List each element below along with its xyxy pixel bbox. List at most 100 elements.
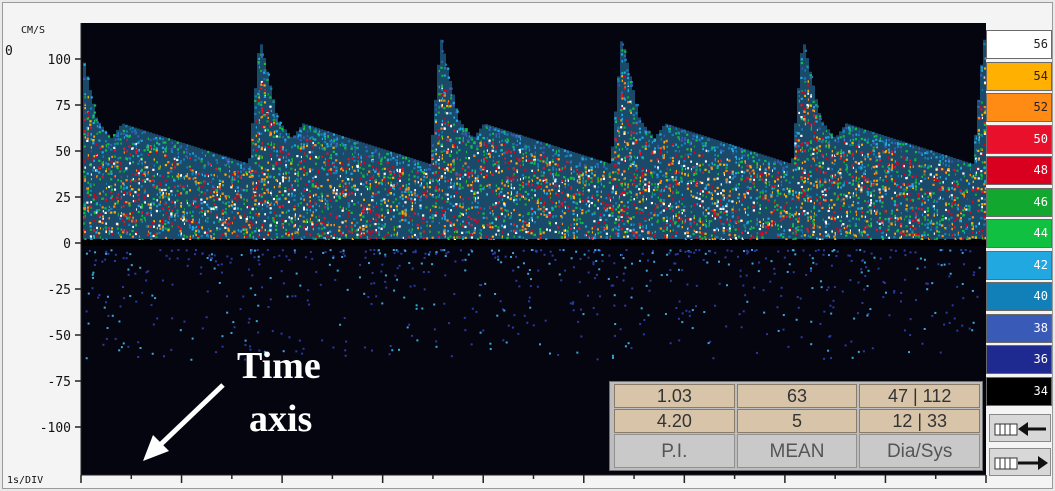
noise-speckle [91,276,94,279]
noise-speckle [110,249,113,252]
spectrum-speckle [381,156,384,159]
spectrum-speckle [492,203,495,206]
spectrum-speckle [254,187,257,191]
noise-speckle [964,249,967,252]
spectrum-speckle [99,220,102,223]
spectrum-speckle [92,158,95,161]
spectrum-speckle [467,171,470,175]
spectrum-speckle [89,221,92,225]
spectrum-speckle [452,104,455,107]
noise-speckle [666,253,669,256]
spectrum-speckle [156,227,159,230]
spectrum-speckle [329,199,332,202]
spectrum-speckle [624,98,627,101]
spectrum-speckle [476,197,479,200]
spectrum-speckle [224,156,227,159]
noise-speckle [787,345,790,348]
spectrum-speckle [624,231,627,234]
spectrum-speckle [155,186,158,190]
spectrum-speckle [150,208,153,211]
spectrum-speckle [114,138,117,142]
spectrum-speckle [303,166,306,169]
spectrum-speckle [123,200,126,204]
spectrum-speckle [498,192,501,196]
spectrum-speckle [635,234,638,237]
spectrum-speckle [492,159,495,162]
spectrum-speckle [581,156,584,159]
spectrum-speckle [449,153,452,157]
spectrum-speckle [629,190,632,193]
spectrum-speckle [201,214,205,218]
spectrum-speckle [114,183,117,186]
spectrum-speckle [159,209,162,213]
spectrum-speckle [479,229,482,232]
noise-speckle [631,287,634,290]
spectrum-speckle [443,228,446,232]
spectrum-speckle [372,199,376,202]
spectrum-speckle [429,224,432,228]
spectrum-column [143,130,146,239]
spectrum-speckle [542,231,545,234]
spectrum-speckle [359,235,363,238]
noise-speckle [740,326,743,329]
spectrum-speckle [596,228,600,231]
spectrum-speckle [141,214,144,217]
spectrum-speckle [311,168,314,171]
noise-speckle [909,333,912,336]
spectrum-speckle [599,218,602,222]
spectrum-speckle [395,205,399,208]
spectrum-speckle [473,192,476,196]
spectrum-column [539,141,542,239]
spectrum-speckle [329,156,332,160]
spectrum-speckle [440,105,444,108]
spectrum-speckle [581,209,584,212]
spectrum-speckle [200,158,203,161]
spectrum-speckle [288,233,291,237]
noise-speckle [611,354,614,357]
noise-speckle [651,251,654,254]
spectrum-speckle [449,138,452,141]
spectrum-speckle [459,184,462,187]
noise-speckle [280,332,283,335]
noise-speckle [686,283,689,286]
noise-speckle [823,249,826,252]
spectrum-speckle [648,139,651,142]
spectrum-speckle [137,210,140,214]
noise-speckle [948,262,951,265]
spectrum-speckle [273,130,276,133]
spectrum-speckle [414,201,417,204]
spectrum-speckle [195,173,198,176]
spectrum-speckle [258,94,261,97]
spectrum-speckle [413,160,416,163]
spectrum-speckle [462,220,465,223]
noise-speckle [851,356,854,359]
spectrum-speckle [543,176,546,179]
noise-speckle [750,249,753,252]
spectrum-speckle [137,193,140,197]
spectrum-speckle [279,205,282,208]
spectrum-speckle [138,198,141,201]
spectrum-speckle [632,161,635,164]
spectrum-speckle [641,225,644,228]
spectrum-speckle [323,222,326,225]
spectrum-speckle [263,114,266,117]
noise-speckle [948,275,951,278]
spectrum-speckle [122,187,125,191]
spectrum-speckle [347,202,350,205]
spectrum-speckle [432,162,435,165]
spectrum-speckle [200,210,203,214]
spectrum-speckle [408,182,411,186]
spectrum-speckle [624,188,627,191]
spectrum-speckle [278,190,281,193]
spectrum-speckle [578,181,581,184]
spectrum-speckle [630,101,633,105]
spectrum-speckle [180,192,183,195]
spectrum-speckle [326,194,329,197]
spectrum-speckle [210,191,213,194]
spectrum-speckle [417,212,420,215]
spectrum-speckle [284,187,287,190]
noise-speckle [595,273,598,276]
spectrum-speckle [360,218,363,221]
spectrum-speckle [297,184,300,187]
spectrum-column [536,140,539,239]
